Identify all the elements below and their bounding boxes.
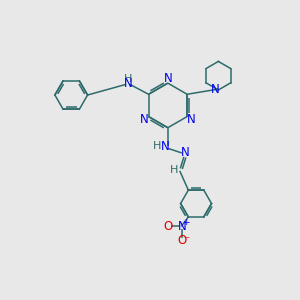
Text: N: N [177,220,186,233]
Text: O: O [177,234,186,247]
Text: N: N [140,112,149,125]
Text: ⁻: ⁻ [183,234,190,247]
Text: H: H [170,165,178,175]
Text: +: + [182,218,190,227]
Text: O: O [163,220,172,233]
Text: H: H [153,141,161,151]
Text: N: N [164,72,172,85]
Text: H: H [124,74,132,83]
Text: N: N [124,77,132,90]
Text: N: N [210,83,219,96]
Text: N: N [187,112,196,125]
Text: N: N [161,140,170,153]
Text: N: N [181,146,189,160]
